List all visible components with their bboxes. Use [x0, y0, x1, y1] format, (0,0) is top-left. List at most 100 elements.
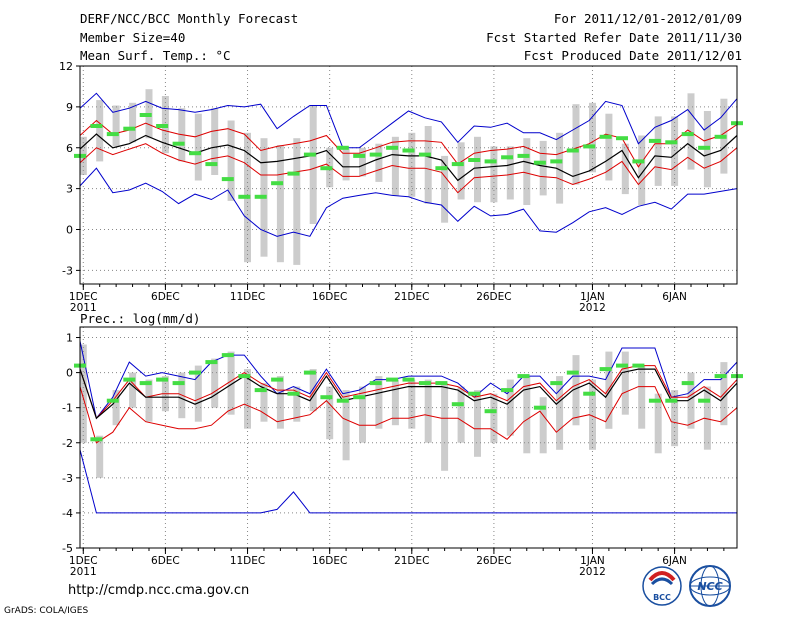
member-size: Member Size=40 [80, 30, 186, 45]
observed-marker [386, 145, 399, 150]
observed-marker [681, 381, 694, 386]
y-tick-label: -4 [62, 507, 73, 520]
x-tick-sublabel: 2011 [70, 302, 97, 314]
observed-marker [271, 181, 284, 186]
observed-marker [435, 381, 448, 386]
range-box [424, 379, 432, 443]
range-box [572, 355, 580, 426]
range-box [441, 383, 449, 471]
range-box [194, 365, 202, 422]
observed-marker [665, 398, 678, 403]
observed-marker [238, 194, 251, 199]
y-tick-label: -2 [62, 437, 73, 450]
range-box [211, 358, 219, 408]
observed-marker [336, 145, 349, 150]
range-box [589, 379, 596, 450]
range-box [309, 369, 317, 412]
y-tick-label: 3 [66, 183, 73, 196]
range-box [441, 155, 449, 223]
observed-marker [665, 140, 678, 145]
observed-marker [566, 148, 579, 153]
series-upper-spread [79, 365, 738, 420]
observed-marker [189, 151, 201, 156]
observed-marker [698, 145, 711, 150]
range-box [424, 126, 432, 204]
range-box [227, 351, 235, 415]
range-box [605, 113, 613, 181]
observed-marker [139, 381, 152, 386]
observed-marker [139, 113, 152, 117]
range-box [506, 379, 514, 436]
range-box [539, 140, 547, 196]
observed-marker [714, 134, 727, 139]
x-tick-sublabel: 2011 [70, 566, 97, 578]
observed-marker [369, 152, 382, 157]
range-box [621, 143, 629, 195]
observed-marker [583, 144, 596, 149]
observed-marker [90, 124, 103, 128]
range-box [457, 386, 465, 443]
series-ensemble-max [79, 92, 738, 149]
observed-marker [550, 381, 563, 386]
observed-marker [303, 370, 316, 375]
range-box [687, 372, 695, 429]
variable-label: Mean Surf. Temp.: °C [80, 48, 231, 63]
range-box [408, 132, 416, 197]
observed-marker [156, 124, 169, 128]
observed-marker [451, 162, 464, 167]
y-tick-label: -3 [62, 472, 73, 485]
range-box [556, 132, 564, 204]
observed-marker [205, 162, 218, 167]
series-ensemble-min [79, 449, 737, 514]
y-tick-label: 0 [66, 224, 73, 237]
observed-marker [583, 391, 596, 396]
range-box [474, 136, 481, 203]
observed-marker [435, 166, 448, 171]
x-tick-label: 16DEC [312, 291, 347, 303]
y-tick-label: -3 [62, 264, 73, 277]
observed-marker [123, 126, 136, 131]
observed-marker [287, 391, 300, 396]
x-tick-label: 6DEC [151, 291, 180, 303]
range-box [342, 390, 350, 461]
observed-marker [320, 395, 333, 400]
range-box [687, 93, 695, 170]
range-box [375, 376, 383, 429]
forecast-produced-date: Fcst Produced Date 2011/12/01 [523, 48, 742, 63]
x-tick-label: 1JAN [580, 291, 605, 303]
observed-marker [616, 136, 628, 141]
observed-marker [632, 363, 645, 368]
y-tick-label: -1 [62, 402, 73, 415]
observed-marker [271, 377, 284, 382]
ncc-logo: NCC [689, 565, 731, 607]
observed-marker [533, 160, 546, 165]
range-box [129, 102, 137, 143]
observed-marker [632, 159, 645, 164]
observed-marker [123, 377, 136, 382]
range-box [309, 105, 317, 224]
observed-marker [402, 148, 415, 153]
range-box [244, 369, 251, 429]
observed-marker [599, 134, 612, 139]
observed-marker [402, 377, 415, 382]
range-box [112, 105, 120, 147]
range-box [129, 372, 137, 408]
observed-marker [254, 194, 267, 199]
observed-marker [336, 398, 349, 403]
series-ensemble-min [79, 167, 738, 237]
range-box [654, 116, 662, 186]
observed-marker [106, 132, 119, 137]
range-box [342, 149, 350, 181]
range-box [671, 390, 679, 447]
range-box [490, 393, 498, 443]
x-tick-label: 6DEC [151, 555, 180, 567]
range-box [523, 138, 531, 205]
footer-url[interactable]: http://cmdp.ncc.cma.gov.cn [68, 583, 249, 598]
observed-marker [172, 141, 185, 146]
range-box [293, 138, 301, 265]
y-tick-label: 0 [66, 367, 73, 380]
observed-marker [599, 367, 612, 372]
